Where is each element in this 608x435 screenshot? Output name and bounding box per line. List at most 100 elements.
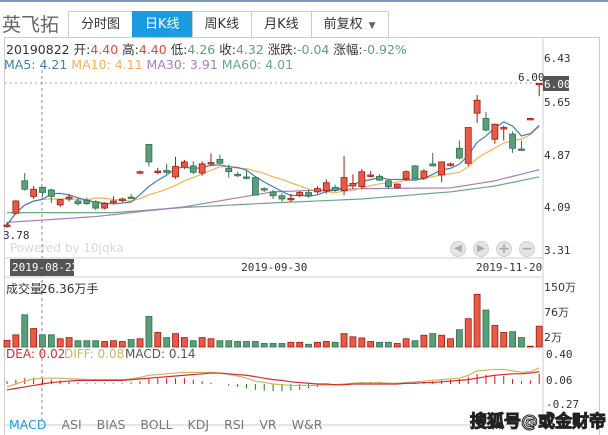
volume-tick: 76万	[544, 306, 569, 319]
macd-label: MACD: 0.14	[125, 347, 196, 361]
ma60-legend: MA60: 4.01	[221, 57, 294, 72]
candle-body	[402, 171, 410, 180]
candle-body	[92, 201, 100, 209]
volume-bar	[411, 340, 419, 348]
high-label: 高:	[122, 42, 139, 57]
tab-intraday[interactable]: 分时图	[68, 11, 134, 38]
indicator-tab-vr[interactable]: VR	[259, 417, 277, 432]
zoom-out-button[interactable]: −	[519, 241, 535, 257]
pct-label: 涨幅:	[333, 42, 363, 57]
change-value: -0.04	[297, 42, 330, 57]
tab-weekly-k[interactable]: 周K线	[191, 11, 253, 38]
candle-body	[385, 180, 392, 188]
volume-bar	[526, 345, 534, 348]
macd-tick: 0.06	[546, 374, 573, 387]
price-tick: 5.65	[544, 96, 571, 109]
volume-bar	[216, 340, 224, 348]
candle-body	[216, 158, 224, 164]
ma-legend: MA5: 4.21 MA10: 4.11 MA30: 3.91 MA60: 4.…	[4, 57, 293, 72]
current-price-label: 6.00	[544, 78, 571, 91]
candle-body	[473, 99, 481, 114]
indicator-tab-wr[interactable]: W&R	[291, 417, 323, 432]
zoom-in-button[interactable]: +	[496, 241, 512, 257]
volume-bar	[535, 325, 543, 348]
scroll-left-button[interactable]: ◀	[450, 241, 466, 257]
min-price-label: 3.78	[3, 229, 30, 242]
date-label: 2019-08-22	[12, 261, 78, 274]
indicator-tab-macd[interactable]: MACD	[9, 417, 47, 432]
tab-monthly-k[interactable]: 月K线	[251, 11, 312, 38]
window-top-border	[0, 0, 608, 2]
volume-bar	[74, 340, 82, 348]
candle-body	[47, 189, 55, 197]
volume-bar	[65, 337, 73, 348]
volume-bar	[251, 341, 259, 348]
ma60-line	[7, 176, 540, 214]
candle-body	[438, 161, 446, 176]
candle-body	[30, 188, 38, 197]
candle-body	[358, 171, 366, 188]
open-value: 4.40	[90, 42, 119, 57]
volume-bar	[39, 334, 46, 348]
volume-bar	[172, 333, 179, 348]
candle-body	[278, 195, 286, 200]
candle-body	[56, 199, 64, 206]
candle-body	[349, 182, 357, 187]
volume-bar	[509, 331, 516, 348]
candle-body	[411, 165, 419, 180]
chart-panel	[4, 37, 600, 435]
ma5-line	[6, 121, 540, 226]
candle-body	[429, 163, 437, 167]
volume-bar	[154, 332, 162, 348]
diff-label: DIFF: 0.08	[64, 347, 124, 361]
indicator-tab-kdj[interactable]: KDJ	[187, 417, 210, 432]
indicator-tab-asi[interactable]: ASI	[61, 417, 82, 432]
candle-body	[172, 166, 179, 178]
volume-bar	[482, 309, 490, 348]
volume-bar	[429, 333, 437, 348]
volume-bar	[127, 339, 135, 348]
date-highlight-box	[10, 259, 74, 276]
candle-body	[296, 192, 304, 197]
macd-tick: -0.27	[546, 398, 579, 411]
indicator-tab-bias[interactable]: BIAS	[96, 417, 126, 432]
indicator-tabs: MACD ASI BIAS BOLL KDJ RSI VR W&R	[9, 417, 322, 432]
volume-bar	[322, 341, 330, 348]
indicator-tab-boll[interactable]: BOLL	[140, 417, 173, 432]
volume-bar	[500, 332, 508, 348]
macd-tick: 0.40	[546, 348, 573, 361]
change-label: 涨跌:	[267, 42, 298, 57]
candle-body	[83, 199, 91, 204]
volume-bar	[464, 318, 472, 348]
candle-body	[482, 118, 490, 131]
volume-bar	[21, 314, 29, 348]
candle-body	[464, 127, 472, 164]
candle-body	[74, 200, 82, 204]
adjust-dropdown[interactable]: 前复权 ▼	[310, 11, 389, 38]
volume-bar	[110, 340, 117, 348]
candle-body	[180, 161, 188, 168]
candle-body	[455, 147, 463, 159]
candle-body	[305, 192, 312, 197]
candle-body	[535, 82, 543, 86]
candle-body	[225, 168, 233, 173]
scroll-right-button[interactable]: ▶	[473, 241, 489, 257]
volume-bar	[234, 341, 242, 348]
volume-bar	[447, 338, 454, 348]
candle-body	[526, 118, 534, 121]
volume-label: 成交量	[6, 281, 42, 296]
candle-body	[447, 163, 454, 166]
ohlc-info: 20190822 开:4.40 高:4.40 低:4.26 收:4.32 涨跌:…	[6, 39, 407, 58]
candle-body	[509, 133, 516, 149]
volume-bar	[305, 343, 312, 348]
indicator-tab-rsi[interactable]: RSI	[224, 417, 245, 432]
volume-bar	[473, 293, 481, 348]
candle-body	[260, 188, 268, 191]
volume-bar	[180, 337, 188, 348]
price-tick: 3.31	[544, 244, 571, 257]
candle-body	[314, 188, 321, 193]
volume-bar	[385, 341, 392, 348]
candle-body	[491, 123, 499, 140]
price-tick: 4.09	[544, 201, 571, 214]
